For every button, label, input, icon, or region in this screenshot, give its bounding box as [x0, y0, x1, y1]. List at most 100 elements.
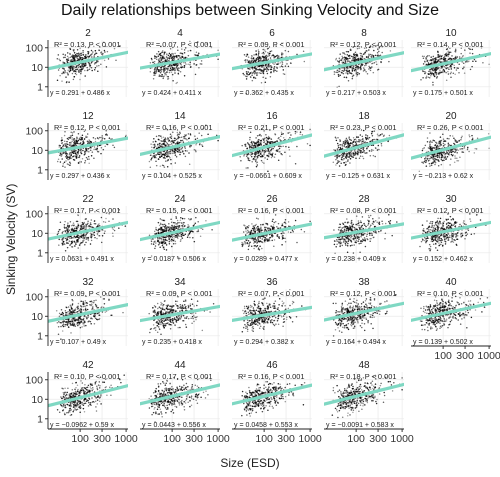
data-point [358, 141, 361, 143]
data-point [429, 165, 431, 167]
data-point [66, 246, 69, 249]
data-point [70, 237, 73, 239]
data-point [255, 162, 258, 164]
data-point [101, 135, 103, 137]
data-point [65, 81, 68, 84]
data-point [77, 240, 79, 242]
data-point [94, 67, 97, 69]
data-point [70, 65, 72, 67]
data-point [265, 57, 268, 59]
data-point [281, 63, 284, 65]
data-point [183, 75, 186, 77]
data-point [288, 225, 290, 228]
data-point [171, 58, 174, 60]
data-point [170, 162, 172, 165]
panel-background [232, 40, 312, 97]
data-point [256, 245, 259, 247]
data-point [80, 150, 83, 152]
data-point [468, 150, 470, 153]
data-point [336, 71, 339, 74]
data-point [356, 73, 359, 76]
data-point [434, 155, 437, 158]
data-point [73, 140, 76, 143]
data-point [165, 128, 168, 130]
data-point [175, 216, 177, 218]
data-point [473, 152, 476, 154]
data-point [154, 154, 156, 156]
data-point [72, 150, 75, 152]
data-point [75, 225, 77, 228]
data-point [163, 229, 165, 231]
data-point [65, 154, 68, 157]
data-point [460, 52, 462, 55]
data-point [172, 64, 174, 66]
data-point [440, 158, 443, 161]
data-point [94, 210, 96, 213]
data-point [256, 74, 258, 76]
data-point [166, 58, 168, 60]
data-point [187, 133, 190, 135]
data-point [351, 77, 354, 80]
data-point [61, 152, 63, 154]
data-point [350, 49, 352, 51]
data-point [176, 134, 179, 136]
data-point [350, 153, 352, 156]
data-point [85, 54, 87, 56]
data-point [344, 69, 346, 71]
data-point [105, 130, 107, 132]
data-point [70, 224, 73, 227]
data-point [185, 63, 187, 65]
data-point [244, 75, 247, 77]
data-point [60, 238, 63, 241]
data-point [165, 227, 168, 230]
data-point [362, 67, 365, 69]
data-point [71, 137, 73, 139]
data-point [71, 150, 73, 152]
data-point [179, 62, 182, 65]
data-point [378, 148, 380, 151]
data-point [73, 224, 75, 227]
data-point [87, 52, 90, 54]
data-point [354, 153, 356, 156]
data-point [174, 240, 177, 243]
data-point [253, 70, 255, 72]
data-point [74, 154, 76, 157]
data-point [175, 82, 177, 85]
data-point [255, 223, 257, 226]
data-point [428, 162, 431, 165]
data-point [154, 55, 156, 58]
data-point [166, 227, 168, 230]
data-point [179, 153, 181, 156]
data-point [265, 235, 268, 237]
data-point [348, 146, 350, 148]
data-point [257, 68, 259, 71]
data-point [448, 152, 450, 155]
data-point [176, 150, 179, 153]
data-point [160, 67, 162, 69]
data-point [260, 135, 262, 137]
data-point [281, 61, 284, 63]
data-point [168, 60, 170, 62]
data-point [270, 71, 272, 73]
data-point [250, 57, 253, 59]
data-point [93, 55, 95, 57]
data-point [264, 228, 267, 231]
data-point [162, 136, 165, 138]
data-point [248, 62, 251, 64]
data-point [154, 68, 156, 71]
data-point [355, 157, 357, 159]
data-point [448, 58, 450, 61]
data-point [85, 136, 87, 138]
data-point [155, 157, 157, 159]
data-point [281, 65, 284, 68]
data-point [161, 218, 163, 221]
data-point [260, 144, 262, 146]
data-point [454, 151, 456, 153]
data-point [168, 151, 170, 153]
data-point [84, 55, 86, 58]
data-point [279, 66, 281, 68]
data-point [358, 138, 360, 141]
data-point [171, 225, 174, 228]
